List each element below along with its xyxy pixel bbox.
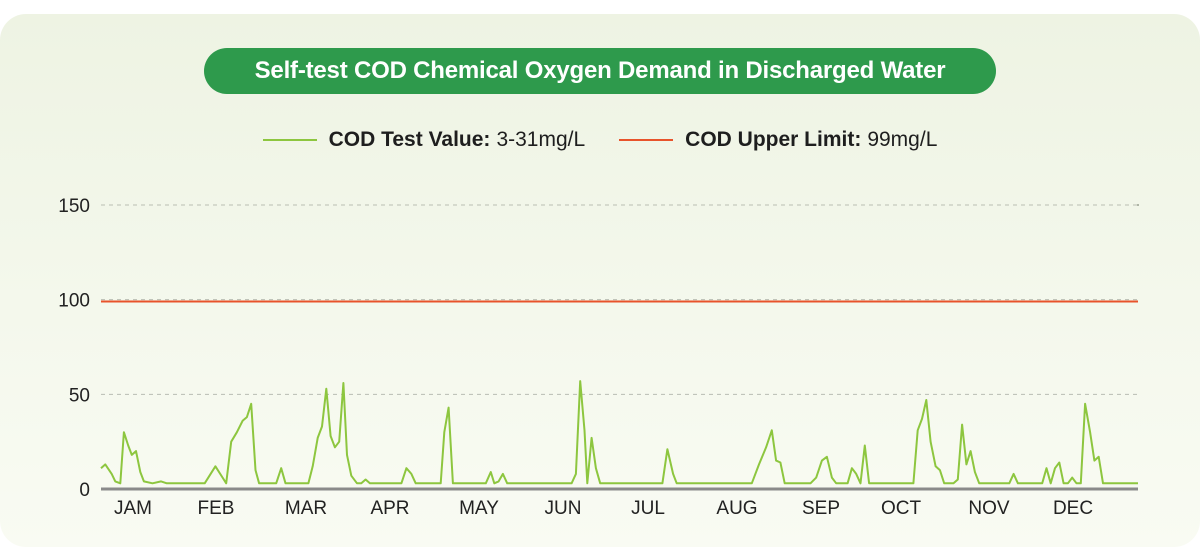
x-tick-label-mar: MAR bbox=[285, 498, 327, 519]
chart-title: Self-test COD Chemical Oxygen Demand in … bbox=[254, 57, 946, 84]
x-tick-label-feb: FEB bbox=[198, 498, 235, 519]
chart-title-banner: Self-test COD Chemical Oxygen Demand in … bbox=[204, 48, 996, 94]
legend-label-upper-limit: COD Upper Limit: bbox=[685, 128, 862, 151]
chart-legend: COD Test Value: 3-31mg/L COD Upper Limit… bbox=[0, 126, 1200, 154]
x-tick-label-jul: JUL bbox=[631, 498, 665, 519]
y-tick-label-0: 0 bbox=[79, 480, 90, 501]
x-tick-label-may: MAY bbox=[459, 498, 499, 519]
x-tick-label-jam: JAM bbox=[114, 498, 152, 519]
legend-value-upper-limit: 99mg/L bbox=[867, 128, 938, 151]
legend-item-upper-limit: COD Upper Limit: 99mg/L bbox=[619, 128, 937, 152]
legend-swatch-test-value bbox=[262, 139, 317, 141]
x-tick-label-sep: SEP bbox=[802, 498, 840, 519]
gridline-y-150-end bbox=[1137, 204, 1139, 206]
x-tick-label-jun: JUN bbox=[545, 498, 582, 519]
legend-swatch-upper-limit bbox=[619, 139, 674, 141]
x-tick-label-aug: AUG bbox=[716, 498, 757, 519]
x-tick-label-dec: DEC bbox=[1053, 498, 1093, 519]
chart-card bbox=[0, 14, 1200, 547]
y-tick-label-100: 100 bbox=[58, 291, 90, 312]
x-tick-label-oct: OCT bbox=[881, 498, 922, 519]
legend-item-test-value: COD Test Value: 3-31mg/L bbox=[262, 128, 586, 152]
y-tick-label-50: 50 bbox=[69, 385, 90, 406]
legend-value-test-value: 3-31mg/L bbox=[496, 128, 586, 151]
y-tick-label-150: 150 bbox=[58, 196, 90, 217]
x-tick-label-nov: NOV bbox=[968, 498, 1010, 519]
legend-label-test-value: COD Test Value: bbox=[328, 128, 491, 151]
x-tick-label-apr: APR bbox=[370, 498, 409, 519]
test-value-line bbox=[100, 380, 1138, 485]
